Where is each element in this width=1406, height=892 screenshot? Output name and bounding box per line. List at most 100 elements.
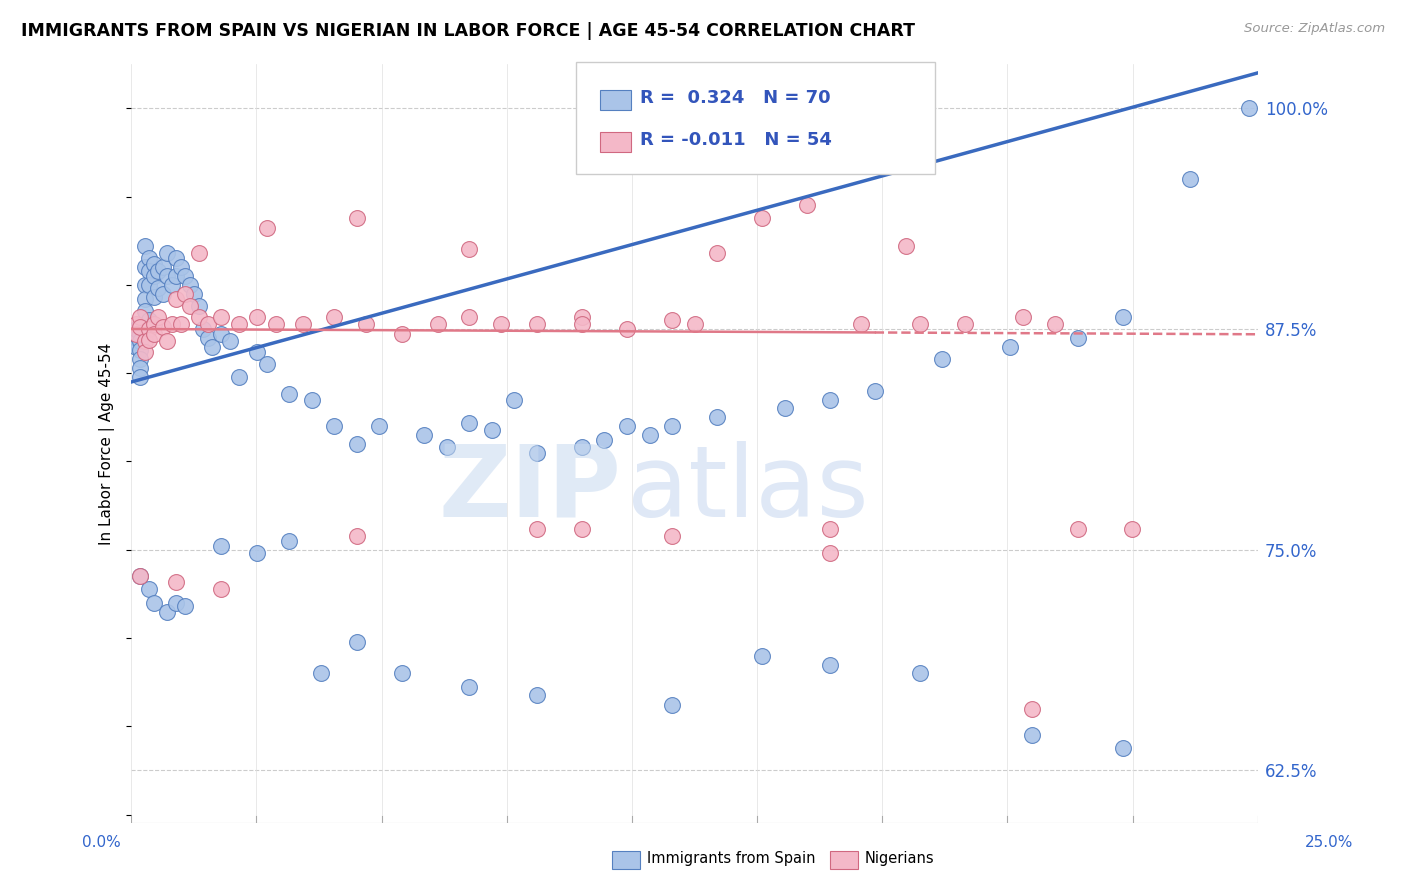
Point [796,198,818,212]
Text: 25.0%: 25.0% [1305,836,1353,850]
Point [661,698,683,713]
Point [413,428,436,442]
Point [201,340,224,354]
Point [134,345,156,359]
Point [489,317,512,331]
Point [152,320,174,334]
Point [1021,728,1043,742]
Point [125,340,148,354]
Point [346,436,368,450]
Point [346,528,368,542]
Point [129,569,152,583]
Text: 0.0%: 0.0% [82,836,121,850]
Point [661,313,683,327]
Text: R = -0.011   N = 54: R = -0.011 N = 54 [640,131,831,149]
Point [706,246,728,260]
Point [228,317,250,331]
Point [156,334,179,349]
Point [129,334,152,349]
Point [148,310,170,324]
Point [368,419,391,434]
Point [129,318,152,333]
Point [134,260,156,275]
Point [125,327,148,342]
Point [503,392,526,407]
Point [125,322,148,336]
Point [165,252,187,266]
Point [1066,522,1088,536]
Point [526,445,548,459]
Point [165,268,187,283]
Point [160,277,183,292]
Point [426,317,449,331]
Point [638,428,661,442]
Point [152,286,174,301]
Point [751,648,773,663]
Point [1111,310,1133,324]
Point [134,292,156,306]
Point [264,317,287,331]
Point [170,317,193,331]
Point [391,327,413,342]
Point [818,522,841,536]
Point [138,582,160,596]
Point [818,657,841,672]
Point [211,539,233,553]
Point [1066,331,1088,345]
Point [187,299,209,313]
Point [156,268,179,283]
Point [354,317,377,331]
Point [211,582,233,596]
Point [1180,172,1202,186]
Point [129,369,152,384]
Point [593,434,616,448]
Point [142,268,165,283]
Point [953,317,976,331]
Point [301,392,323,407]
Point [526,317,548,331]
Point [436,440,458,454]
Point [160,317,183,331]
Point [1111,740,1133,755]
Point [851,317,873,331]
Point [183,286,205,301]
Point [661,419,683,434]
Point [187,310,209,324]
Point [156,246,179,260]
Point [278,387,301,401]
Point [129,569,152,583]
Point [998,340,1021,354]
Point [129,327,152,342]
Point [142,257,165,271]
Point [246,546,269,560]
Point [256,357,278,371]
Point [134,304,156,318]
Point [197,331,219,345]
Point [616,322,638,336]
Point [706,410,728,425]
Point [134,277,156,292]
Text: atlas: atlas [627,441,869,538]
Point [346,211,368,225]
Point [129,360,152,375]
Point [908,666,931,681]
Point [129,343,152,358]
Point [211,310,233,324]
Point [458,310,481,324]
Point [1043,317,1066,331]
Point [246,310,269,324]
Point [219,334,242,349]
Point [1237,101,1260,115]
Point [125,317,148,331]
Point [156,605,179,619]
Point [1012,310,1035,324]
Point [458,243,481,257]
Point [323,310,346,324]
Point [138,252,160,266]
Point [256,221,278,235]
Point [148,263,170,277]
Point [246,345,269,359]
Point [142,596,165,610]
Point [211,327,233,342]
Point [197,317,219,331]
